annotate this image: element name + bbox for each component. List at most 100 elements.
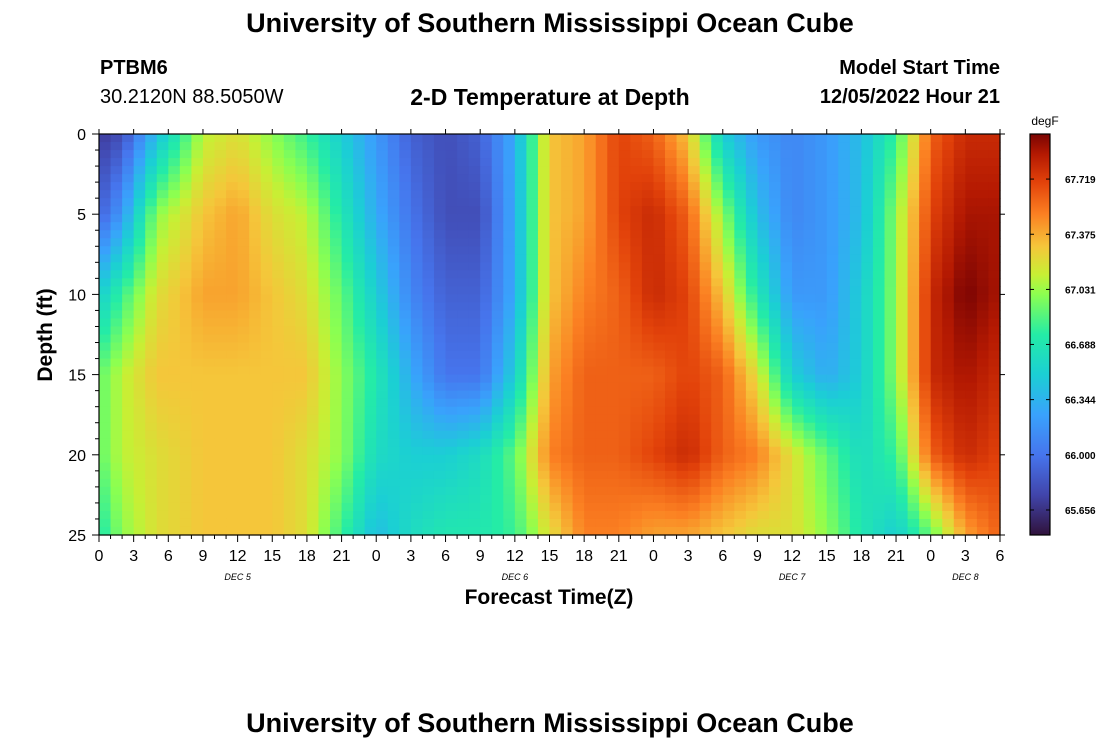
heatmap-cell [202, 174, 216, 183]
heatmap-cell [387, 150, 400, 159]
heatmap-cell [792, 286, 805, 295]
heatmap-cell [988, 246, 1001, 255]
heatmap-cell [953, 526, 966, 536]
x-tick-label: 6 [441, 548, 450, 565]
heatmap-cell [457, 134, 470, 143]
heatmap-cell [641, 366, 655, 376]
heatmap-cell [630, 206, 643, 215]
heatmap-cell [272, 134, 285, 143]
heatmap-cell [99, 134, 112, 143]
heatmap-cell [457, 166, 470, 175]
heatmap-cell [433, 358, 447, 368]
heatmap-cell [768, 238, 782, 247]
heatmap-cell [653, 222, 666, 231]
heatmap-cell [641, 174, 655, 183]
heatmap-cell [641, 278, 655, 287]
colorbar-tick-label: 67.719 [1065, 175, 1096, 186]
heatmap-cell [861, 350, 874, 360]
heatmap-cell [572, 150, 585, 159]
heatmap-cell [341, 302, 354, 312]
heatmap-cell [260, 230, 273, 239]
heatmap-cell [907, 238, 920, 247]
heatmap-cell [179, 486, 193, 496]
heatmap-cell [179, 158, 193, 167]
heatmap-cell [387, 294, 400, 304]
heatmap-cell [422, 294, 435, 304]
heatmap-cell [942, 166, 955, 175]
heatmap-cell [410, 414, 424, 424]
heatmap-cell [561, 190, 574, 199]
heatmap-cell [618, 134, 631, 143]
heatmap-cell [445, 486, 458, 496]
heatmap-cell [433, 262, 447, 271]
heatmap-cell [202, 214, 216, 223]
heatmap-cell [468, 182, 481, 191]
heatmap-cell [433, 382, 447, 392]
heatmap-cell [688, 182, 701, 191]
heatmap-cell [260, 510, 273, 520]
heatmap-cell [722, 254, 735, 263]
heatmap-cell [110, 158, 123, 167]
heatmap-cell [907, 406, 920, 416]
heatmap-cell [249, 462, 262, 472]
heatmap-cell [491, 398, 504, 408]
heatmap-cell [757, 366, 770, 376]
heatmap-cell [849, 462, 862, 472]
heatmap-cell [226, 382, 239, 392]
heatmap-cell [214, 286, 227, 295]
heatmap-cell [237, 158, 250, 167]
x-axis-label: Forecast Time(Z) [465, 586, 634, 609]
heatmap-cell [676, 310, 689, 320]
heatmap-cell [907, 374, 920, 384]
heatmap-cell [930, 462, 943, 472]
heatmap-cell [226, 430, 239, 440]
heatmap-cell [445, 262, 458, 271]
heatmap-cell [688, 454, 701, 464]
heatmap-cell [861, 470, 874, 480]
heatmap-cell [942, 486, 955, 496]
heatmap-cell [376, 262, 389, 271]
heatmap-cell [399, 382, 412, 392]
heatmap-cell [468, 198, 481, 207]
heatmap-cell [422, 134, 435, 143]
heatmap-cell [364, 430, 377, 440]
heatmap-cell [237, 438, 250, 448]
heatmap-cell [399, 166, 412, 175]
heatmap-cell [549, 462, 562, 472]
heatmap-cell [907, 430, 920, 440]
heatmap-cell [768, 334, 782, 344]
heatmap-cell [122, 302, 135, 312]
heatmap-cell [226, 454, 239, 464]
heatmap-cell [549, 318, 562, 328]
heatmap-cell [133, 414, 146, 424]
heatmap-cell [745, 494, 759, 504]
heatmap-cell [780, 462, 793, 472]
heatmap-cell [919, 302, 932, 312]
heatmap-cell [433, 182, 447, 191]
heatmap-cell [191, 358, 204, 368]
heatmap-cell [306, 502, 320, 512]
heatmap-cell [341, 150, 354, 159]
heatmap-cell [676, 134, 689, 143]
heatmap-cell [341, 382, 354, 392]
heatmap-cell [295, 374, 308, 384]
heatmap-cell [711, 206, 724, 215]
heatmap-cell [306, 382, 320, 392]
heatmap-cell [387, 414, 400, 424]
heatmap-cell [768, 270, 782, 279]
heatmap-cell [341, 446, 354, 456]
heatmap-cell [122, 438, 135, 448]
heatmap-cell [433, 198, 447, 207]
heatmap-cell [618, 270, 631, 279]
heatmap-cell [122, 502, 135, 512]
heatmap-cell [953, 230, 966, 239]
heatmap-cell [572, 390, 585, 400]
heatmap-cell [734, 286, 747, 295]
heatmap-cell [376, 510, 389, 520]
heatmap-cell [202, 302, 216, 312]
heatmap-cell [988, 198, 1001, 207]
heatmap-cell [156, 422, 169, 432]
heatmap-cell [665, 390, 678, 400]
heatmap-cell [364, 254, 377, 263]
heatmap-cell [896, 278, 909, 287]
